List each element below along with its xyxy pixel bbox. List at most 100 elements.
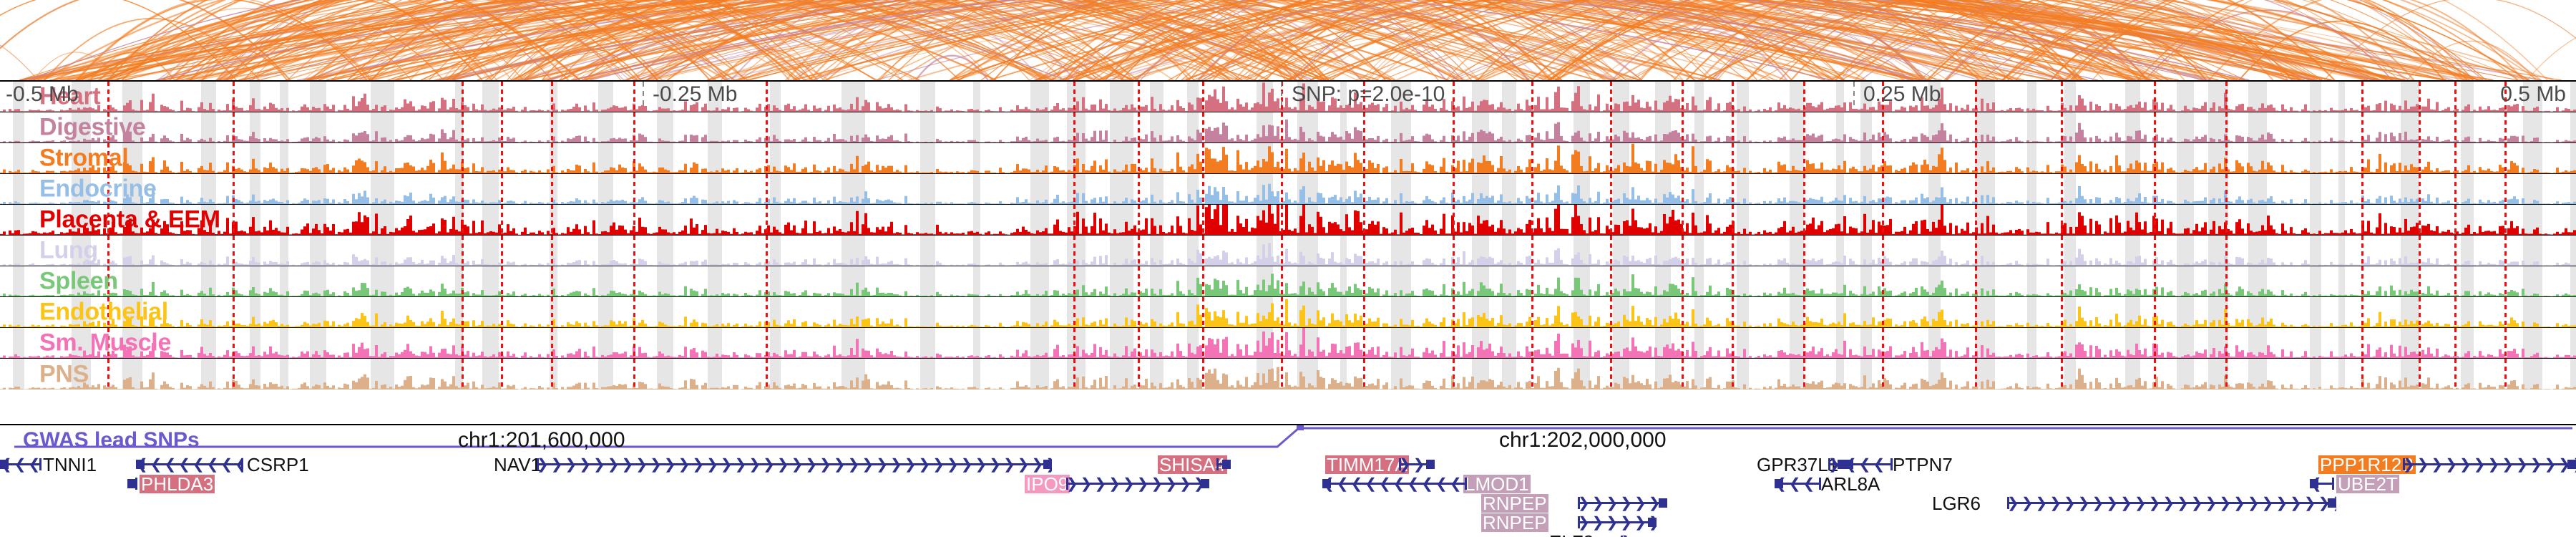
gene-label-lgr6[interactable]: LGR6 (1932, 493, 1981, 514)
gwas-snp-marker[interactable] (2419, 328, 2421, 358)
gwas-snp-marker[interactable] (2225, 359, 2228, 390)
gwas-snp-marker[interactable] (2454, 174, 2457, 204)
gwas-snp-marker[interactable] (1803, 143, 1805, 173)
gwas-snp-marker[interactable] (766, 266, 768, 296)
gwas-snp-marker[interactable] (551, 112, 553, 142)
gwas-snp-marker[interactable] (107, 236, 109, 266)
gwas-snp-marker[interactable] (1610, 174, 1612, 204)
gwas-snp-marker[interactable] (1682, 297, 1684, 327)
gwas-snp-marker[interactable] (1363, 236, 1365, 266)
gwas-snp-marker[interactable] (462, 82, 464, 112)
gwas-snp-marker[interactable] (1138, 297, 1140, 327)
signal-track-heart[interactable]: Heart (0, 82, 2576, 112)
gwas-snp-marker[interactable] (233, 174, 235, 204)
gwas-snp-marker[interactable] (1281, 82, 1283, 112)
gwas-snp-marker[interactable] (1073, 205, 1075, 235)
gwas-snp-marker[interactable] (2419, 297, 2421, 327)
gwas-snp-marker[interactable] (1531, 297, 1533, 327)
gwas-snp-marker[interactable] (633, 359, 635, 390)
gwas-snp-marker[interactable] (1531, 82, 1533, 112)
gwas-snp-marker[interactable] (1453, 359, 1455, 390)
gene-body-timm17a[interactable] (1399, 463, 1435, 465)
gwas-snp-marker[interactable] (1682, 205, 1684, 235)
gwas-snp-marker[interactable] (1732, 359, 1734, 390)
gwas-snp-marker[interactable] (2154, 359, 2156, 390)
gwas-snp-marker[interactable] (1882, 328, 1884, 358)
gwas-snp-marker[interactable] (1732, 82, 1734, 112)
gwas-snp-marker[interactable] (462, 328, 464, 358)
gwas-snp-marker[interactable] (1453, 174, 1455, 204)
gwas-snp-marker[interactable] (1882, 174, 1884, 204)
gwas-snp-marker[interactable] (1453, 297, 1455, 327)
gwas-snp-marker[interactable] (1682, 143, 1684, 173)
gwas-snp-marker[interactable] (1531, 266, 1533, 296)
signal-track-digestive[interactable]: Digestive (0, 112, 2576, 143)
gwas-snp-marker[interactable] (551, 266, 553, 296)
gwas-snp-marker[interactable] (2504, 266, 2507, 296)
gwas-snp-marker[interactable] (551, 297, 553, 327)
gwas-snp-marker[interactable] (1732, 174, 1734, 204)
gwas-snp-marker[interactable] (1202, 297, 1204, 327)
gwas-snp-marker[interactable] (1138, 205, 1140, 235)
gwas-snp-marker[interactable] (2061, 266, 2063, 296)
gene-body-rnpep[interactable] (1578, 521, 1657, 523)
gwas-snp-marker[interactable] (1882, 266, 1884, 296)
gwas-snp-marker[interactable] (1975, 143, 1977, 173)
gwas-snp-marker[interactable] (633, 297, 635, 327)
signal-track-pns[interactable]: PNS (0, 359, 2576, 390)
gwas-snp-marker[interactable] (1975, 266, 1977, 296)
gwas-snp-marker[interactable] (2419, 112, 2421, 142)
gwas-snp-marker[interactable] (1682, 266, 1684, 296)
gwas-snp-marker[interactable] (1202, 359, 1204, 390)
gwas-snp-marker[interactable] (2225, 266, 2228, 296)
gwas-snp-marker[interactable] (1732, 143, 1734, 173)
gwas-snp-marker[interactable] (1882, 236, 1884, 266)
gwas-snp-marker[interactable] (551, 205, 553, 235)
gwas-snp-marker[interactable] (1732, 328, 1734, 358)
gene-label-ptpn7[interactable]: PTPN7 (1893, 454, 1953, 475)
gwas-snp-marker[interactable] (1363, 174, 1365, 204)
gwas-snp-marker[interactable] (1281, 236, 1283, 266)
gwas-snp-marker[interactable] (1975, 236, 1977, 266)
gwas-snp-marker[interactable] (2419, 205, 2421, 235)
gwas-snp-marker[interactable] (1882, 112, 1884, 142)
gwas-snp-marker[interactable] (2361, 112, 2363, 142)
gwas-snp-marker[interactable] (107, 205, 109, 235)
gwas-snp-marker[interactable] (1682, 82, 1684, 112)
gwas-snp-marker[interactable] (1803, 174, 1805, 204)
gwas-snp-marker[interactable] (1531, 359, 1533, 390)
gwas-snp-marker[interactable] (1531, 236, 1533, 266)
gwas-snp-marker[interactable] (1073, 266, 1075, 296)
signal-track-endocrine[interactable]: Endocrine (0, 174, 2576, 205)
gwas-snp-marker[interactable] (1610, 82, 1612, 112)
gwas-snp-marker[interactable] (1281, 359, 1283, 390)
gwas-snp-marker[interactable] (2225, 143, 2228, 173)
gwas-snp-marker[interactable] (551, 359, 553, 390)
gwas-snp-marker[interactable] (1363, 297, 1365, 327)
gwas-snp-marker[interactable] (551, 174, 553, 204)
gwas-snp-marker[interactable] (1975, 174, 1977, 204)
gwas-snp-marker[interactable] (2361, 205, 2363, 235)
gwas-snp-marker[interactable] (1202, 328, 1204, 358)
gwas-snp-marker[interactable] (2454, 82, 2457, 112)
gwas-snp-marker[interactable] (107, 328, 109, 358)
gwas-snp-marker[interactable] (2361, 174, 2363, 204)
gwas-snp-marker[interactable] (462, 143, 464, 173)
gwas-snp-marker[interactable] (1453, 143, 1455, 173)
gene-body-gpr37l1[interactable] (1828, 463, 1846, 465)
gwas-snp-marker[interactable] (766, 143, 768, 173)
gwas-snp-marker[interactable] (2454, 328, 2457, 358)
gwas-snp-marker[interactable] (1073, 236, 1075, 266)
gwas-snp-marker[interactable] (766, 112, 768, 142)
signal-track-sm-muscle[interactable]: Sm. Muscle (0, 328, 2576, 359)
gwas-snp-marker[interactable] (2154, 174, 2156, 204)
gwas-snp-marker[interactable] (1803, 82, 1805, 112)
gwas-snp-marker[interactable] (1073, 297, 1075, 327)
gene-label-elf3[interactable]: ELF3 (1549, 533, 1594, 537)
gwas-snp-marker[interactable] (2061, 205, 2063, 235)
gwas-snp-marker[interactable] (2061, 359, 2063, 390)
gwas-snp-marker[interactable] (2061, 328, 2063, 358)
gwas-snp-marker[interactable] (1610, 297, 1612, 327)
gwas-snp-marker[interactable] (2419, 359, 2421, 390)
gwas-snp-marker[interactable] (633, 266, 635, 296)
